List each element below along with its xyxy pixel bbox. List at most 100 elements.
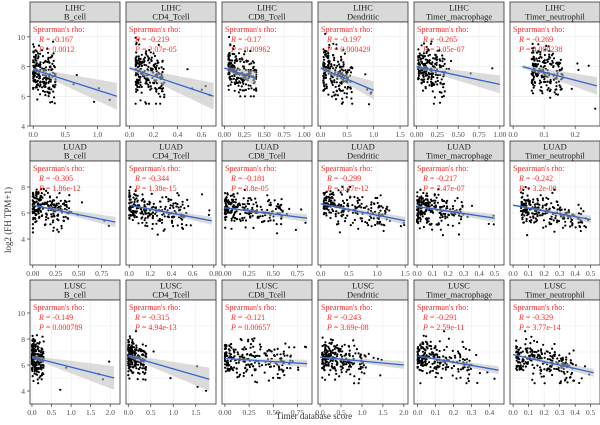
data-point (370, 216, 373, 219)
data-point (451, 349, 454, 352)
data-point (546, 358, 550, 361)
data-point (40, 347, 43, 350)
data-point (60, 227, 63, 230)
panel-inner (222, 300, 312, 404)
confidence-band (32, 355, 115, 390)
data-point (38, 81, 42, 84)
data-point (433, 194, 436, 197)
data-point (34, 217, 37, 220)
panel-inner (510, 22, 600, 126)
data-point (430, 353, 433, 356)
data-point (548, 53, 551, 56)
data-point (239, 337, 242, 341)
data-point (552, 57, 556, 60)
data-point (282, 352, 285, 355)
data-point (151, 68, 154, 71)
data-point (49, 101, 52, 104)
data-point (138, 63, 141, 66)
data-point (431, 65, 434, 68)
data-point (436, 83, 439, 86)
data-point (519, 346, 522, 349)
data-point (332, 54, 335, 57)
data-point (461, 204, 464, 207)
data-point (537, 57, 541, 60)
data-point (425, 51, 428, 55)
data-point (41, 55, 45, 58)
data-point (172, 202, 175, 205)
data-point (133, 200, 136, 203)
data-point (549, 365, 552, 368)
data-point (136, 66, 139, 69)
data-point (422, 347, 425, 350)
data-point (36, 83, 39, 86)
data-point (435, 63, 438, 66)
data-point (526, 234, 529, 237)
data-point (259, 345, 262, 348)
data-point (378, 204, 381, 207)
data-point (32, 379, 35, 383)
rho-label: Spearman's rho: (33, 303, 84, 312)
data-point (383, 224, 386, 227)
rho-label: Spearman's rho: (33, 25, 84, 34)
data-point (515, 359, 518, 362)
data-point (135, 346, 138, 349)
data-point (441, 199, 444, 202)
data-point (252, 226, 255, 229)
data-point (424, 204, 427, 207)
data-point (433, 205, 436, 208)
data-point (344, 217, 347, 220)
data-point (540, 76, 544, 79)
data-point (422, 52, 425, 55)
data-point (31, 375, 34, 378)
data-point (128, 335, 131, 338)
x-tick-label: 0.4 (570, 408, 580, 417)
data-point (252, 61, 255, 64)
data-point (32, 75, 35, 78)
data-point (531, 42, 534, 46)
data-point (239, 212, 242, 216)
data-point (80, 201, 84, 204)
data-point (269, 201, 272, 204)
data-point (264, 352, 267, 355)
data-point (335, 66, 338, 69)
data-point (545, 202, 548, 206)
data-point (583, 365, 587, 368)
data-point (154, 212, 157, 215)
data-point (266, 194, 269, 197)
data-point (421, 78, 424, 81)
data-point (521, 202, 525, 205)
data-point (34, 343, 37, 346)
data-point (532, 77, 535, 81)
data-point (556, 357, 559, 360)
data-point (339, 365, 342, 368)
data-point (39, 364, 42, 367)
data-point (363, 206, 367, 209)
data-point (237, 52, 241, 55)
data-point (356, 197, 359, 200)
strip-cancer-label: LIHC (161, 3, 181, 13)
data-point (379, 194, 382, 197)
data-point (549, 359, 553, 362)
strip-cell-label: Timer_neutrophil (525, 290, 585, 300)
data-point (51, 68, 54, 71)
data-point (416, 199, 419, 202)
data-point (335, 223, 339, 226)
regression-line (32, 204, 116, 223)
data-point (233, 44, 236, 48)
panel-border (317, 21, 409, 127)
data-point (227, 199, 230, 202)
data-point (141, 343, 144, 346)
data-point (434, 199, 437, 202)
data-point (128, 216, 131, 219)
data-point (587, 64, 590, 67)
data-point (227, 348, 230, 351)
panel-border (125, 160, 217, 266)
data-point (324, 32, 327, 36)
data-point (133, 203, 136, 206)
data-point (527, 187, 530, 190)
data-point (35, 193, 38, 196)
data-point (340, 368, 343, 371)
data-point (431, 90, 434, 93)
